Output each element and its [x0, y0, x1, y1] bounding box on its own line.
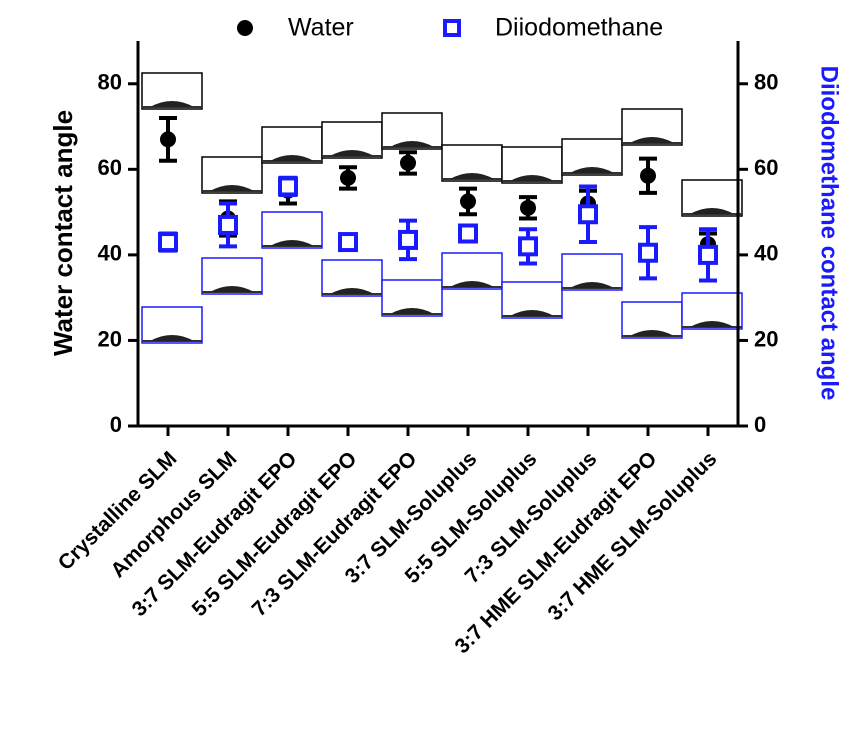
legend-marker	[237, 20, 253, 36]
y2-tick-label: 20	[754, 326, 778, 351]
y-tick-label: 0	[110, 412, 122, 437]
y2-tick-label: 60	[754, 155, 778, 180]
y-tick-label: 20	[98, 326, 122, 351]
droplet	[570, 282, 614, 288]
droplet	[270, 155, 314, 161]
legend-marker	[443, 19, 461, 37]
droplet	[390, 308, 434, 314]
droplet	[150, 335, 194, 341]
point	[158, 232, 178, 253]
droplet	[690, 321, 734, 327]
point	[638, 242, 658, 263]
droplet	[390, 141, 434, 147]
droplet	[330, 150, 374, 156]
droplet	[630, 330, 674, 336]
y-tick-label: 40	[98, 241, 122, 266]
droplet	[450, 281, 494, 287]
point	[278, 176, 298, 197]
droplet	[150, 101, 194, 107]
point	[218, 214, 238, 235]
y2-tick-label: 0	[754, 412, 766, 437]
point	[340, 169, 356, 186]
droplet	[450, 173, 494, 179]
point	[640, 167, 656, 184]
y-tick-label: 80	[98, 70, 122, 95]
y-tick-label: 60	[98, 155, 122, 180]
droplet-image	[561, 138, 623, 176]
droplet	[510, 175, 554, 181]
point	[458, 223, 478, 244]
point	[338, 232, 358, 253]
droplet	[330, 288, 374, 294]
y2-tick-label: 80	[754, 70, 778, 95]
droplet-image	[381, 112, 443, 150]
droplet	[210, 286, 254, 292]
droplet	[690, 208, 734, 214]
legend-label: Water	[288, 14, 354, 42]
droplet	[630, 137, 674, 143]
point	[460, 193, 476, 210]
point	[518, 236, 538, 257]
droplet	[510, 310, 554, 316]
droplet	[270, 240, 314, 246]
point	[520, 199, 536, 216]
point	[698, 244, 718, 265]
point	[160, 131, 176, 148]
point	[398, 229, 418, 250]
y2-tick-label: 40	[754, 241, 778, 266]
y2-axis-title: Diiodomethane contact angle	[816, 66, 843, 401]
point	[578, 204, 598, 225]
y-axis-title: Water contact angle	[48, 110, 78, 356]
point	[400, 154, 416, 171]
droplet	[570, 167, 614, 173]
droplet	[210, 185, 254, 191]
legend-label: Diiodomethane	[495, 14, 663, 42]
